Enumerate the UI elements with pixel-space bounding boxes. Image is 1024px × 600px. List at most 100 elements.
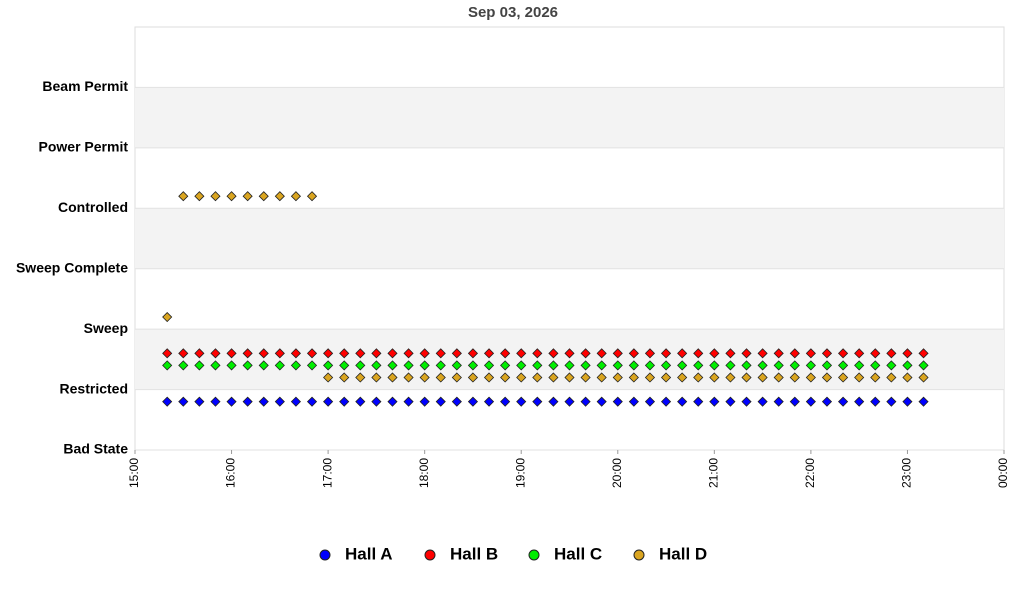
point xyxy=(693,396,704,407)
point xyxy=(290,396,301,407)
point xyxy=(290,360,301,371)
point xyxy=(693,372,704,383)
point xyxy=(918,360,929,371)
point xyxy=(435,372,446,383)
point xyxy=(323,348,334,359)
point xyxy=(773,348,784,359)
point xyxy=(178,396,189,407)
point xyxy=(258,191,269,202)
point xyxy=(725,372,736,383)
point xyxy=(387,348,398,359)
point xyxy=(757,372,768,383)
point xyxy=(500,348,511,359)
point xyxy=(886,372,897,383)
point xyxy=(580,360,591,371)
point xyxy=(741,360,752,371)
point xyxy=(821,348,833,359)
x-tick-label: 22:00 xyxy=(803,458,817,488)
point xyxy=(789,360,800,371)
legend-item: Hall A xyxy=(319,544,393,563)
point xyxy=(660,372,672,383)
x-tick-label: 17:00 xyxy=(320,458,334,488)
point xyxy=(355,372,366,383)
point xyxy=(371,396,382,407)
y-tick-label: Bad State xyxy=(63,441,128,457)
y-tick-label: Controlled xyxy=(58,199,128,215)
point xyxy=(387,360,398,371)
point xyxy=(757,360,768,371)
point xyxy=(773,360,784,371)
x-tick-label: 21:00 xyxy=(707,458,721,488)
point xyxy=(274,360,285,371)
point xyxy=(323,360,334,371)
point xyxy=(805,360,816,371)
point xyxy=(870,360,881,371)
point xyxy=(660,396,672,407)
point xyxy=(355,396,366,407)
point xyxy=(162,396,173,407)
point xyxy=(596,372,607,383)
point xyxy=(854,396,865,407)
point xyxy=(323,372,334,383)
point xyxy=(403,396,414,407)
point xyxy=(339,360,350,371)
point xyxy=(483,396,495,407)
point xyxy=(258,360,269,371)
point xyxy=(628,396,639,407)
point xyxy=(644,396,656,407)
point xyxy=(870,348,881,359)
point xyxy=(548,396,559,407)
point xyxy=(403,372,414,383)
point xyxy=(387,396,398,407)
point xyxy=(226,348,237,359)
point xyxy=(789,372,800,383)
point xyxy=(693,348,704,359)
point xyxy=(725,396,736,407)
point xyxy=(596,396,607,407)
point xyxy=(435,396,446,407)
point xyxy=(805,396,816,407)
point xyxy=(483,348,495,359)
point xyxy=(612,396,623,407)
point xyxy=(918,372,929,383)
legend-label: Hall C xyxy=(554,544,602,563)
point xyxy=(178,348,189,359)
point xyxy=(242,191,253,202)
point xyxy=(274,191,285,202)
point xyxy=(902,348,913,359)
y-tick-label: Sweep xyxy=(84,320,128,336)
point xyxy=(596,348,607,359)
point xyxy=(677,372,688,383)
point xyxy=(741,396,752,407)
legend-swatch xyxy=(424,549,436,561)
point xyxy=(564,348,575,359)
point xyxy=(210,348,221,359)
point xyxy=(371,372,382,383)
y-tick-label: Restricted xyxy=(60,380,128,396)
point xyxy=(660,348,672,359)
point xyxy=(451,348,462,359)
point xyxy=(483,360,495,371)
point xyxy=(355,360,366,371)
point xyxy=(564,396,575,407)
point xyxy=(870,372,881,383)
point xyxy=(435,360,446,371)
point xyxy=(644,360,656,371)
point xyxy=(226,191,237,202)
point xyxy=(242,360,253,371)
point xyxy=(918,348,929,359)
legend-label: Hall A xyxy=(345,544,393,563)
point xyxy=(628,360,639,371)
x-tick-label: 20:00 xyxy=(610,458,624,488)
point xyxy=(902,396,913,407)
point xyxy=(741,348,752,359)
point xyxy=(339,348,350,359)
y-tick-label: Beam Permit xyxy=(42,78,128,94)
point xyxy=(467,372,479,383)
point xyxy=(500,360,511,371)
point xyxy=(451,372,462,383)
point xyxy=(258,396,269,407)
point xyxy=(886,360,897,371)
